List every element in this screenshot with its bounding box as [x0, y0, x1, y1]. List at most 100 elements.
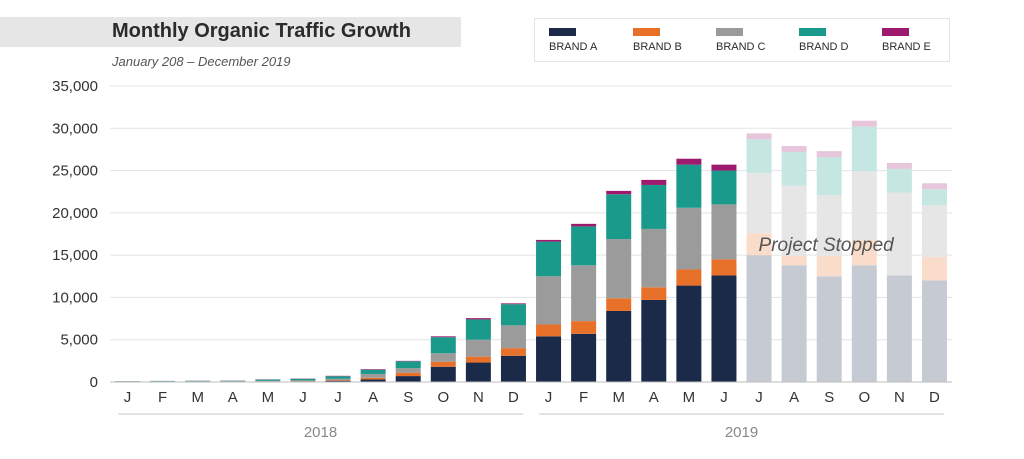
bar-brand-a — [711, 275, 737, 382]
bar-brand-a — [851, 265, 877, 382]
bar-brand-d — [886, 168, 912, 193]
bar-brand-a — [746, 255, 772, 382]
bar-brand-c — [430, 353, 456, 362]
y-tick-label: 15,000 — [52, 247, 98, 264]
bar-brand-d — [851, 126, 877, 172]
bar-brand-c — [290, 380, 316, 382]
bar-brand-d — [571, 226, 597, 266]
bar-brand-d — [921, 189, 947, 206]
bar-brand-d — [746, 139, 772, 174]
bar-brand-d — [325, 376, 351, 379]
bar-brand-b — [711, 259, 737, 276]
legend: BRAND A BRAND B BRAND C BRAND D BRAND E — [534, 18, 950, 62]
bar-brand-b — [816, 255, 842, 277]
legend-swatch-brand-b — [633, 28, 660, 36]
legend-label-brand-a: BRAND A — [549, 41, 598, 53]
bar-brand-b — [606, 298, 632, 311]
x-tick-label: J — [124, 389, 132, 406]
bar-brand-b — [430, 361, 456, 367]
x-tick-label: S — [403, 389, 413, 406]
bar-brand-c — [851, 171, 877, 240]
x-tick-label: J — [334, 389, 342, 406]
bar-brand-e — [781, 146, 807, 152]
y-tick-label: 25,000 — [52, 163, 98, 180]
bar-brand-d — [711, 170, 737, 205]
bar-brand-d — [465, 319, 491, 340]
bar-brand-a — [676, 285, 702, 382]
bar-brand-e — [571, 223, 597, 227]
x-tick-label: A — [228, 389, 238, 406]
x-tick-label: S — [824, 389, 834, 406]
legend-item-brand-a: BRAND A — [549, 28, 597, 53]
bar-brand-c — [781, 185, 807, 256]
bar-brand-e — [921, 183, 947, 190]
x-tick-label: J — [755, 389, 763, 406]
x-tick-label: M — [683, 389, 696, 406]
bar-brand-d — [500, 304, 526, 326]
bar-brand-c — [641, 228, 667, 288]
bar-brand-b — [641, 287, 667, 300]
bar-brand-a — [325, 380, 351, 382]
bar-brand-a — [781, 265, 807, 382]
x-tick-label: O — [437, 389, 449, 406]
x-tick-label: A — [789, 389, 799, 406]
legend-swatch-brand-c — [716, 28, 743, 36]
bar-brand-e — [886, 162, 912, 169]
bar-brand-d — [430, 337, 456, 354]
legend-label-brand-b: BRAND B — [633, 41, 682, 53]
year-label: 2018 — [304, 424, 337, 441]
bar-brand-b — [571, 321, 597, 334]
bar-brand-e — [851, 120, 877, 127]
bar-brand-b — [360, 377, 386, 380]
bar-brand-d — [255, 379, 281, 381]
bar-brand-a — [816, 276, 842, 382]
y-tick-label: 20,000 — [52, 205, 98, 222]
bar-brand-c — [571, 265, 597, 322]
x-tick-label: N — [473, 389, 484, 406]
bar-brand-b — [676, 269, 702, 286]
bar-brand-e — [816, 151, 842, 158]
bar-brand-e — [536, 239, 562, 242]
x-tick-label: J — [299, 389, 307, 406]
x-tick-label: O — [858, 389, 870, 406]
bar-brand-b — [395, 372, 421, 377]
bar-brand-d — [816, 157, 842, 196]
bar-brand-a — [360, 379, 386, 382]
y-tick-label: 5,000 — [60, 332, 98, 349]
bar-brand-e — [676, 158, 702, 165]
bar-brand-c — [676, 207, 702, 270]
y-tick-label: 30,000 — [52, 120, 98, 137]
bar-brand-a — [571, 333, 597, 382]
bar-brand-c — [711, 204, 737, 260]
legend-swatch-brand-d — [799, 28, 826, 36]
bar-brand-c — [465, 339, 491, 357]
bar-brand-a — [606, 310, 632, 382]
bar-brand-e — [465, 318, 491, 320]
x-tick-label: F — [158, 389, 167, 406]
x-tick-label: N — [894, 389, 905, 406]
bar-brand-b — [465, 356, 491, 363]
bar-brand-e — [360, 369, 386, 370]
bar-brand-e — [430, 336, 456, 338]
x-tick-label: D — [508, 389, 519, 406]
bar-brand-a — [921, 280, 947, 382]
bar-brand-d — [360, 369, 386, 374]
legend-swatch-brand-e — [882, 28, 909, 36]
legend-swatch-brand-a — [549, 28, 576, 36]
bar-brand-d — [220, 380, 246, 382]
title-band — [0, 17, 461, 47]
bar-brand-c — [746, 173, 772, 234]
bar-brand-e — [746, 133, 772, 140]
bar-brand-d — [606, 194, 632, 240]
bar-brand-b — [851, 239, 877, 266]
bar-brand-c — [255, 380, 281, 382]
bar-brand-d — [395, 361, 421, 369]
bar-brand-b — [536, 324, 562, 337]
bar-brand-a — [641, 299, 667, 382]
bar-brand-d — [781, 151, 807, 186]
bar-brand-a — [430, 366, 456, 382]
year-label: 2019 — [725, 424, 758, 441]
bar-brand-c — [921, 205, 947, 257]
bar-brand-e — [500, 303, 526, 305]
